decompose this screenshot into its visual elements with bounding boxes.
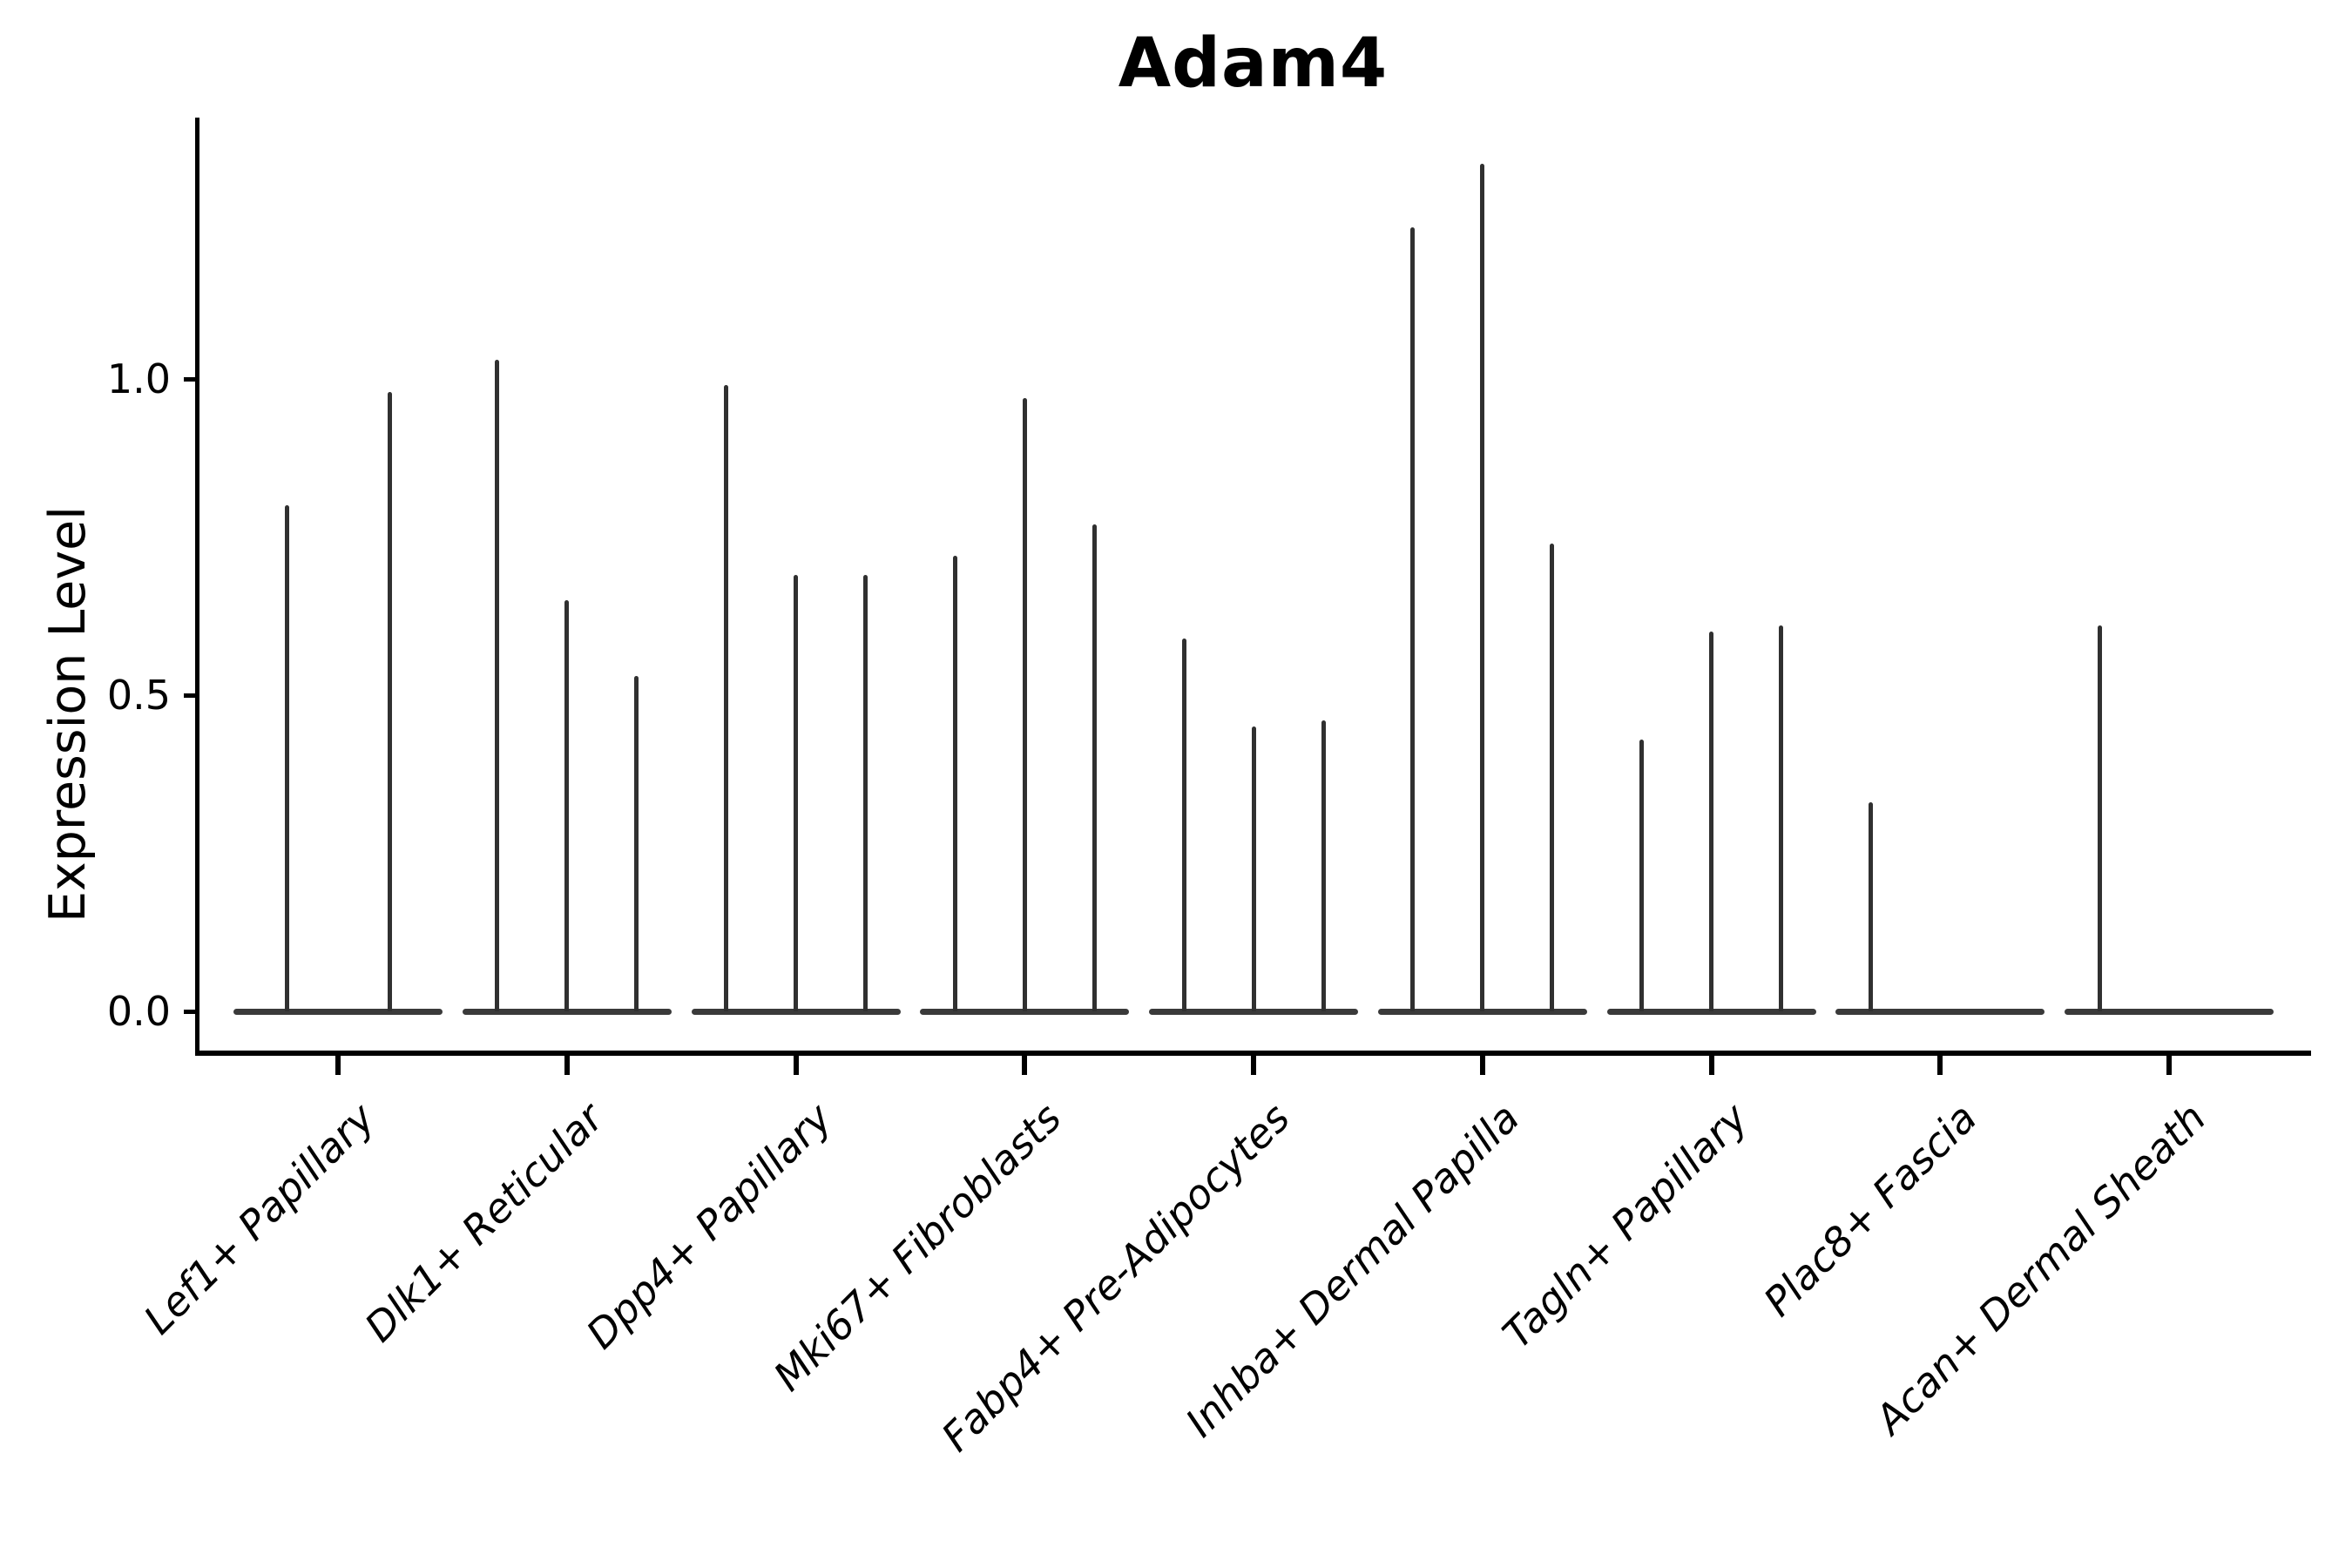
x-tick-mark (1479, 1056, 1485, 1075)
violin-spike (1181, 638, 1186, 1011)
violin-base (1377, 1008, 1587, 1015)
x-axis-spine (195, 1051, 2311, 1056)
violin-base (462, 1008, 672, 1015)
violin-spike (1868, 802, 1873, 1011)
violin-spike (387, 391, 392, 1011)
violin-base (920, 1008, 1130, 1015)
violin-spike (284, 505, 289, 1011)
violin-base (691, 1008, 901, 1015)
y-axis-spine (195, 118, 199, 1056)
violin-base (1606, 1008, 1816, 1015)
x-tick-mark (2166, 1056, 2172, 1075)
violin-spike (1639, 739, 1644, 1011)
x-tick-label: Dpp4+ Papillary (578, 1094, 841, 1358)
violin-spike (1251, 727, 1256, 1011)
x-tick-label: Lef1+ Papillary (134, 1094, 384, 1343)
y-tick-mark (184, 693, 198, 698)
violin-base (1835, 1008, 2045, 1015)
violin-spike (634, 676, 639, 1011)
x-tick-label: Tagln+ Papillary (1493, 1094, 1757, 1358)
x-tick-mark (335, 1056, 341, 1075)
violin-base (233, 1008, 443, 1015)
x-tick-mark (1937, 1056, 1943, 1075)
violin-spike (1779, 625, 1783, 1011)
y-tick-mark (184, 376, 198, 382)
violin-spike (724, 385, 728, 1011)
violin-spike (1709, 632, 1713, 1011)
x-tick-mark (1708, 1056, 1714, 1075)
violin-spike (794, 575, 798, 1011)
violin-spike (495, 360, 500, 1011)
violin-spike (1550, 543, 1555, 1011)
violin-spike (564, 600, 570, 1011)
violin-spike (952, 556, 957, 1011)
violin-base (2065, 1008, 2274, 1015)
x-tick-label: Dlk1+ Reticular (355, 1094, 612, 1351)
violin-spike (1321, 720, 1326, 1011)
violin-spike (1480, 164, 1485, 1011)
y-tick-mark (184, 1009, 198, 1014)
violin-spike (1022, 397, 1027, 1011)
violin-spike (1092, 524, 1097, 1011)
x-tick-mark (1022, 1056, 1028, 1075)
x-tick-mark (793, 1056, 799, 1075)
chart-title: Adam4 (1118, 24, 1389, 103)
violin-spike (863, 575, 868, 1011)
violin-spike (1410, 226, 1416, 1011)
y-tick-label: 1.0 (106, 355, 171, 402)
violin-base (1149, 1008, 1358, 1015)
violin-spike (2097, 625, 2102, 1011)
x-tick-label: Plac8+ Fascia (1754, 1094, 1986, 1326)
x-tick-mark (1251, 1056, 1256, 1075)
x-tick-mark (564, 1056, 570, 1075)
y-tick-label: 0.5 (106, 672, 171, 719)
y-tick-label: 0.0 (106, 988, 171, 1035)
